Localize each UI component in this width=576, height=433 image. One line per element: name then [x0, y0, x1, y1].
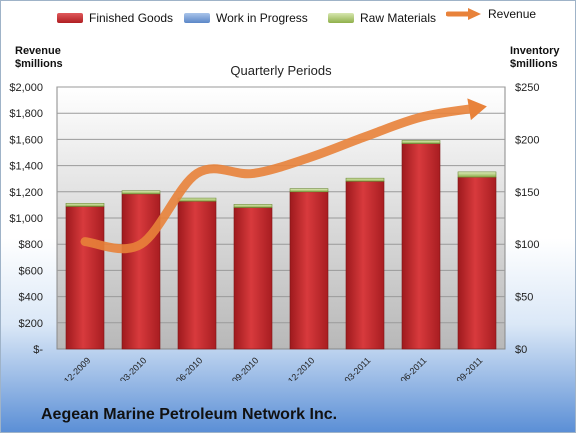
- legend-label-work-in-progress: Work in Progress: [216, 11, 308, 25]
- category-label: FQ 06-2010: [163, 355, 204, 381]
- right-tick-label: $200: [515, 134, 539, 146]
- left-tick-label: $200: [19, 318, 43, 330]
- category-label: FQ 03-2011: [332, 355, 373, 381]
- left-tick-label: $600: [19, 265, 43, 277]
- legend: Finished Goods Work in Progress Raw Mate…: [1, 7, 575, 29]
- revenue-arrowhead: [467, 98, 487, 121]
- right-axis-title: Inventory $millions: [510, 45, 560, 70]
- left-tick-label: $1,400: [9, 161, 43, 173]
- finished-goods-bar: [233, 207, 273, 350]
- legend-label-finished-goods: Finished Goods: [89, 11, 174, 25]
- right-tick-label: $250: [515, 82, 539, 94]
- category-label: FQ 12-2010: [275, 355, 316, 381]
- finished-goods-bar: [345, 181, 385, 350]
- left-tick-label: $400: [19, 292, 43, 304]
- raw-materials-bar: [401, 140, 441, 144]
- legend-swatch-raw-materials: [328, 13, 354, 23]
- bars-group: [65, 140, 497, 350]
- raw-materials-bar: [177, 197, 217, 202]
- right-tick-label: $0: [515, 344, 527, 356]
- legend-label-revenue: Revenue: [488, 7, 537, 21]
- finished-goods-bar: [121, 193, 161, 350]
- raw-materials-bar: [345, 177, 385, 182]
- category-labels: FQ 12-2009 FQ 03-2010 FQ 06-2010 FQ 09-2010…: [51, 355, 484, 381]
- category-label: FQ 12-2009: [51, 355, 92, 381]
- legend-label-raw-materials: Raw Materials: [360, 11, 437, 25]
- left-axis-ticks: $- $200 $400 $600 $800 $1,000 $1,200 $1,400 $1,6…: [9, 82, 43, 356]
- right-axis-ticks: $0 $50 $100 $150 $200 $250: [515, 82, 539, 356]
- left-tick-label: $1,000: [9, 213, 43, 225]
- raw-materials-bar: [121, 190, 161, 195]
- legend-item-work-in-progress: Work in Progress: [184, 11, 308, 25]
- left-axis-title: Revenue $millions: [15, 45, 63, 70]
- raw-materials-bar: [233, 204, 273, 208]
- company-name: Aegean Marine Petroleum Network Inc.: [41, 406, 338, 423]
- left-tick-label: $1,800: [9, 108, 43, 120]
- left-tick-label: $2,000: [9, 82, 43, 94]
- legend-item-raw-materials: Raw Materials: [328, 11, 436, 25]
- category-label: FQ 09-2010: [219, 355, 260, 381]
- right-tick-label: $150: [515, 187, 539, 199]
- finished-goods-bar: [289, 191, 329, 350]
- right-tick-label: $50: [515, 292, 533, 304]
- legend-item-finished-goods: Finished Goods: [57, 11, 173, 25]
- right-tick-label: $100: [515, 239, 539, 251]
- finished-goods-bar: [177, 200, 217, 350]
- chart-title: Quarterly Periods: [230, 63, 332, 78]
- finished-goods-bar: [401, 143, 441, 350]
- revenue-line: [80, 103, 482, 254]
- revenue-line-group: [80, 98, 487, 254]
- raw-materials-bar: [457, 171, 497, 178]
- category-label: FQ 03-2010: [107, 355, 148, 381]
- left-tick-label: $1,200: [9, 187, 43, 199]
- left-tick-label: $800: [19, 239, 43, 251]
- left-tick-label: $-: [33, 344, 43, 356]
- legend-arrow-icon: [446, 8, 481, 20]
- category-label: FQ 06-2011: [388, 355, 429, 381]
- raw-materials-bar: [289, 188, 329, 193]
- finished-goods-bar: [457, 176, 497, 350]
- category-label: FQ 09-2011: [444, 355, 485, 381]
- legend-swatch-work-in-progress: [184, 13, 210, 23]
- legend-swatch-finished-goods: [57, 13, 83, 23]
- legend-item-revenue: Revenue: [446, 7, 536, 21]
- left-tick-label: $1,600: [9, 134, 43, 146]
- raw-materials-bar: [65, 203, 105, 207]
- finished-goods-bar: [65, 206, 105, 350]
- chart-svg: $- $200 $400 $600 $800 $1,000 $1,200 $1,400 $1,6…: [9, 63, 539, 381]
